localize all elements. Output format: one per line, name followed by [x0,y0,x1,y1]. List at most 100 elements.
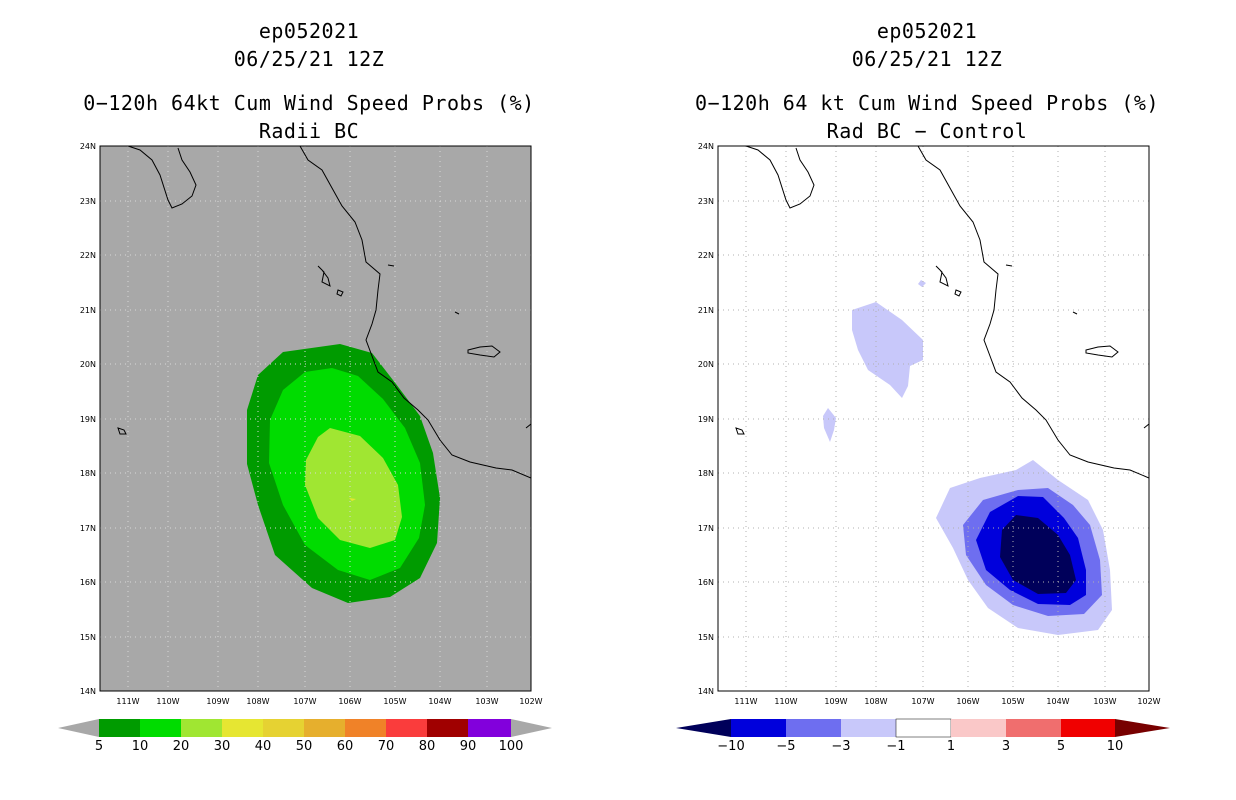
lon-label: 110W [156,697,179,706]
right-map-svg: 24N 23N 22N 21N 20N 19N 18N 17N 16N 15N … [676,142,1170,754]
lon-label: 109W [824,697,847,706]
lat-label: 24N [698,142,714,151]
left-lat-labels: 24N 23N 22N 21N 20N 19N 18N 17N 16N 15N … [80,142,96,696]
lat-label: 15N [80,633,96,642]
lat-label: 23N [80,197,96,206]
lon-label: 104W [1046,697,1069,706]
contour-diff-minus10 [1000,515,1076,594]
left-subtitle: Radii BC [258,119,360,143]
lat-label: 21N [80,306,96,315]
left-colorbar-label: 20 [173,739,190,754]
lat-label: 16N [80,578,96,587]
lat-label: 19N [80,415,96,424]
right-coastline [735,146,1149,479]
right-lat-labels: 24N 23N 22N 21N 20N 19N 18N 17N 16N 15N … [698,142,714,696]
lon-label: 108W [246,697,269,706]
lon-label: 106W [338,697,361,706]
left-map-svg: 24N 23N 22N 21N 20N 19N 18N 17N 16N 15N … [58,142,552,754]
right-colorbar-label: −3 [831,739,850,754]
right-lon-labels: 111W 110W 109W 108W 107W 106W 105W 104W … [734,697,1160,706]
left-colorbar: 5 10 20 30 40 50 60 70 80 90 100 [58,719,552,754]
left-colorbar-label: 100 [499,739,524,754]
right-subtitle: Rad BC − Control [826,119,1028,143]
left-colorbar-swatch [468,719,511,737]
lat-label: 23N [698,197,714,206]
lat-label: 20N [698,360,714,369]
left-map-frame [99,145,532,692]
lon-label: 108W [864,697,887,706]
lat-label: 21N [698,306,714,315]
lat-label: 20N [80,360,96,369]
lat-label: 22N [698,251,714,260]
lat-label: 16N [698,578,714,587]
right-colorbar-swatch [841,719,896,737]
lat-label: 17N [80,524,96,533]
lat-label: 15N [698,633,714,642]
left-colorbar-swatch [263,719,304,737]
lon-label: 110W [774,697,797,706]
left-colorbar-high-end [511,719,552,737]
right-map-panel: ep052021 06/25/21 12Z 0−120h 64 kt Cum W… [618,0,1236,800]
left-colorbar-label: 60 [337,739,354,754]
right-colorbar-swatch [951,719,1006,737]
left-colorbar-swatch [386,719,427,737]
left-colorbar-low-end [58,719,99,737]
right-title: 0−120h 64 kt Cum Wind Speed Probs (%) [694,91,1160,115]
lon-label: 105W [383,697,406,706]
right-colorbar-label: −10 [717,739,744,754]
lon-label: 107W [293,697,316,706]
right-colorbar-label: 10 [1107,739,1124,754]
contour-30pct [349,498,356,501]
lon-label: 105W [1001,697,1024,706]
lon-label: 111W [734,697,757,706]
lat-label: 22N [80,251,96,260]
lon-label: 104W [428,697,451,706]
lat-label: 18N [698,469,714,478]
left-colorbar-swatch [99,719,140,737]
right-colorbar-label: −1 [886,739,905,754]
left-colorbar-label: 50 [296,739,313,754]
right-colorbar: −10 −5 −3 −1 1 3 5 10 [676,718,1170,754]
lon-label: 109W [206,697,229,706]
right-colorbar-swatch [731,719,786,737]
lon-label: 106W [956,697,979,706]
left-colorbar-swatch [222,719,263,737]
left-colorbar-label: 80 [419,739,436,754]
lon-label: 102W [519,697,542,706]
lat-label: 14N [698,687,714,696]
right-colorbar-swatch [895,718,952,738]
left-storm-id: ep052021 [258,19,360,43]
left-colorbar-label: 70 [378,739,395,754]
left-title: 0−120h 64kt Cum Wind Speed Probs (%) [83,91,535,115]
contour-diff-minus1-dot [918,280,926,287]
right-datetime: 06/25/21 12Z [851,47,1003,71]
contour-diff-minus1-north [852,302,923,398]
left-colorbar-label: 90 [460,739,477,754]
right-colorbar-label: 5 [1057,739,1065,754]
left-coastline [117,146,531,479]
left-colorbar-label: 30 [214,739,231,754]
lat-label: 24N [80,142,96,151]
right-colorbar-swatch [786,719,841,737]
right-colorbar-swatch [1006,719,1061,737]
lon-label: 107W [911,697,934,706]
right-colorbar-low-end [676,719,731,737]
left-colorbar-label: 5 [95,739,103,754]
right-gridlines [718,146,1149,691]
lat-label: 18N [80,469,96,478]
right-map-frame [717,145,1150,692]
left-lon-labels: 111W 110W 109W 108W 107W 106W 105W 104W … [116,697,542,706]
left-datetime: 06/25/21 12Z [233,47,385,71]
contour-20pct [305,428,402,548]
left-colorbar-swatch [181,719,222,737]
left-colorbar-swatch [427,719,468,737]
lat-label: 14N [80,687,96,696]
left-colorbar-label: 10 [132,739,149,754]
right-colorbar-label: 1 [947,739,955,754]
contour-diff-minus1-west [823,408,836,442]
right-colorbar-high-end [1115,719,1170,737]
left-gridlines [100,146,531,691]
lat-label: 17N [698,524,714,533]
right-colorbar-label: −5 [776,739,795,754]
left-colorbar-swatch [304,719,345,737]
